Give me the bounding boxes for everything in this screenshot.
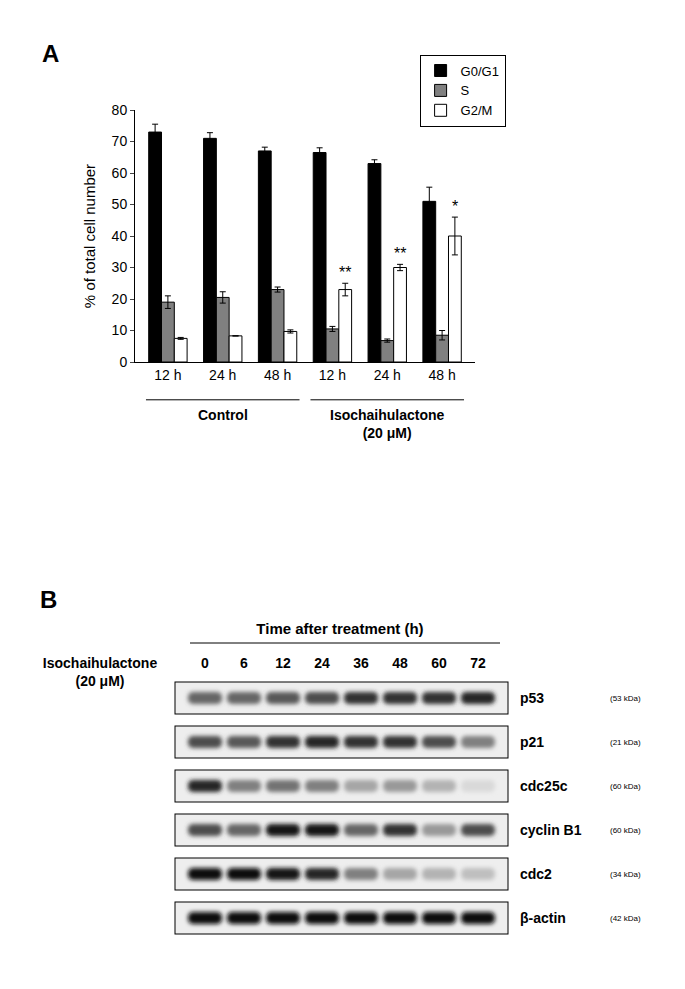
svg-text:0: 0 — [119, 354, 127, 370]
svg-text:(34 kDa): (34 kDa) — [610, 870, 641, 879]
svg-text:(53 kDa): (53 kDa) — [610, 694, 641, 703]
svg-text:72: 72 — [470, 655, 486, 671]
svg-text:40: 40 — [112, 228, 128, 244]
svg-text:(60 kDa): (60 kDa) — [610, 782, 641, 791]
svg-text:(21 kDa): (21 kDa) — [610, 738, 641, 747]
svg-text:Isochaihulactone: Isochaihulactone — [43, 655, 158, 671]
svg-text:50: 50 — [112, 196, 128, 212]
svg-text:12 h: 12 h — [154, 367, 181, 383]
svg-text:36: 36 — [353, 655, 369, 671]
svg-text:48: 48 — [392, 655, 408, 671]
svg-text:S: S — [461, 83, 470, 98]
svg-text:**: ** — [339, 264, 351, 281]
svg-text:12 h: 12 h — [319, 367, 346, 383]
svg-text:cyclin B1: cyclin B1 — [520, 822, 582, 838]
svg-text:p53: p53 — [520, 690, 544, 706]
svg-text:cdc2: cdc2 — [520, 866, 552, 882]
svg-text:48 h: 48 h — [428, 367, 455, 383]
svg-text:% of total cell number: % of total cell number — [81, 164, 98, 308]
svg-text:6: 6 — [240, 655, 248, 671]
svg-text:80: 80 — [112, 102, 128, 118]
svg-text:(60 kDa): (60 kDa) — [610, 826, 641, 835]
svg-text:24 h: 24 h — [209, 367, 236, 383]
svg-text:60: 60 — [112, 165, 128, 181]
svg-text:**: ** — [394, 245, 406, 262]
svg-text:Time after treatment (h): Time after treatment (h) — [256, 620, 423, 637]
svg-text:60: 60 — [431, 655, 447, 671]
svg-text:10: 10 — [112, 322, 128, 338]
svg-text:24: 24 — [314, 655, 330, 671]
svg-text:p21: p21 — [520, 734, 544, 750]
svg-text:G0/G1: G0/G1 — [461, 64, 499, 79]
svg-text:48 h: 48 h — [264, 367, 291, 383]
svg-text:β-actin: β-actin — [520, 910, 566, 926]
html-text:A: A — [42, 40, 60, 67]
svg-text:Isochaihulactone(20 μM): Isochaihulactone(20 μM) — [330, 407, 445, 441]
svg-text:30: 30 — [112, 259, 128, 275]
svg-text:(42 kDa): (42 kDa) — [610, 914, 641, 923]
svg-text:12: 12 — [275, 655, 291, 671]
svg-text:G2/M: G2/M — [461, 103, 493, 118]
svg-text:(20 μM): (20 μM) — [75, 673, 124, 689]
svg-text:20: 20 — [112, 291, 128, 307]
svg-text:Control: Control — [198, 407, 248, 423]
svg-text:*: * — [452, 198, 458, 215]
svg-text:cdc25c: cdc25c — [520, 778, 568, 794]
svg-text:0: 0 — [201, 655, 209, 671]
svg-text:70: 70 — [112, 133, 128, 149]
svg-text:B: B — [40, 586, 57, 613]
svg-text:24 h: 24 h — [374, 367, 401, 383]
